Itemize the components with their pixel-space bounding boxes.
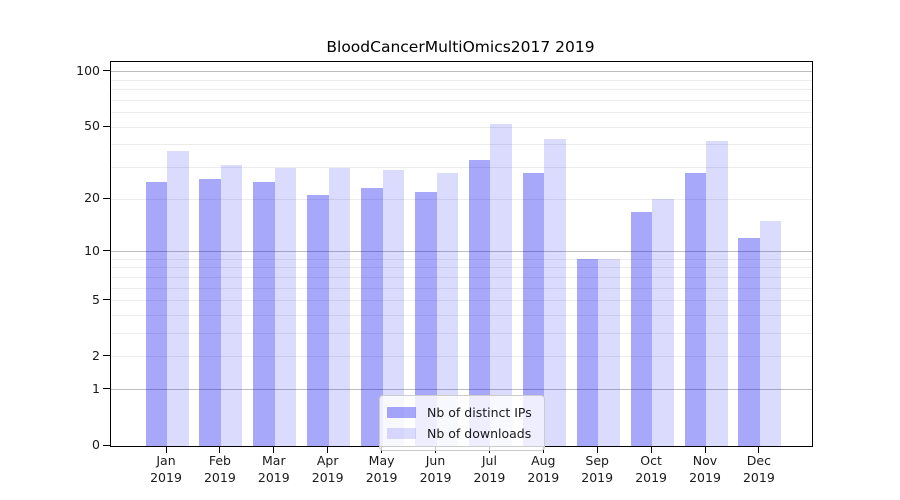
gridline-minor (111, 258, 812, 260)
bar-downloads (490, 124, 512, 446)
y-tick-mark (103, 125, 110, 127)
y-tick-label: 5 (92, 291, 100, 307)
y-tick-mark (103, 355, 110, 357)
x-tick-label: Oct 2019 (635, 453, 667, 485)
x-tick-mark (327, 446, 329, 453)
y-tick-mark (103, 197, 110, 199)
x-tick-mark (758, 446, 760, 453)
x-tick-label: Feb 2019 (203, 453, 236, 485)
bar-downloads (382, 170, 405, 446)
bar-downloads (274, 167, 297, 446)
gridline-minor (111, 112, 812, 114)
gridline-minor (111, 89, 812, 91)
y-tick-label: 10 (84, 242, 100, 258)
plot-area: Nb of distinct IPs Nb of downloads (110, 61, 813, 451)
bar-distinct-ips (361, 188, 383, 446)
gridline-minor (111, 333, 812, 335)
x-tick-label: Jun 2019 (419, 453, 452, 485)
bar-downloads (652, 199, 674, 446)
gridline-minor (111, 287, 812, 289)
y-tick-label: 2 (92, 347, 100, 363)
legend-label-downloads: Nb of downloads (427, 426, 532, 441)
legend-swatch-downloads (387, 428, 416, 439)
y-tick-mark (103, 388, 110, 390)
legend-item-downloads: Nb of downloads (387, 423, 532, 444)
x-tick-mark (596, 446, 598, 453)
bar-downloads (436, 173, 458, 446)
gridline-minor (111, 99, 812, 101)
bar-distinct-ips (307, 195, 329, 446)
x-tick-label: Jan 2019 (150, 453, 182, 485)
bar-downloads (706, 141, 728, 446)
gridline-minor (111, 79, 812, 81)
bar-downloads (544, 139, 566, 446)
y-tick-label: 1 (92, 380, 100, 396)
bar-distinct-ips (684, 173, 706, 446)
gridline-minor (111, 267, 812, 269)
gridline-minor (111, 167, 812, 169)
x-tick-label: May 2019 (365, 453, 398, 485)
gridline-minor (111, 315, 812, 317)
y-tick-label: 50 (84, 118, 100, 134)
bar-distinct-ips (522, 173, 545, 446)
x-tick-label: Nov 2019 (689, 453, 721, 485)
bars-layer (111, 62, 812, 446)
x-tick-label: Aug 2019 (527, 453, 560, 485)
gridline-major (111, 251, 812, 253)
bar-distinct-ips (415, 191, 437, 446)
bar-distinct-ips (576, 259, 599, 446)
x-tick-label: Dec 2019 (742, 453, 775, 485)
y-tick-mark (103, 299, 110, 301)
y-tick-label: 0 (92, 437, 100, 452)
bar-distinct-ips (630, 211, 653, 446)
y-tick-label: 100 (76, 62, 100, 78)
legend-item-distinct-ips: Nb of distinct IPs (387, 402, 532, 423)
bar-distinct-ips (199, 178, 221, 446)
bar-downloads (328, 167, 351, 446)
x-tick-label: Sep 2019 (581, 453, 614, 485)
gridline-minor (111, 276, 812, 278)
x-tick-mark (219, 446, 221, 453)
y-tick-mark (103, 250, 110, 252)
x-tick-mark (650, 446, 652, 453)
bar-distinct-ips (253, 181, 275, 446)
bar-distinct-ips (468, 160, 491, 446)
gridline-minor (111, 126, 812, 128)
y-tick-label: 20 (84, 190, 100, 206)
y-tick-mark (103, 70, 110, 72)
x-tick-label: Apr 2019 (311, 453, 344, 485)
bar-distinct-ips (738, 238, 760, 446)
gridlines-layer (111, 62, 812, 446)
bar-downloads (759, 221, 782, 446)
legend: Nb of distinct IPs Nb of downloads (379, 395, 545, 451)
x-tick-mark (273, 446, 275, 453)
chart-title: BloodCancerMultiOmics2017 2019 (326, 38, 595, 56)
bar-downloads (167, 151, 189, 446)
bar-downloads (220, 165, 243, 446)
legend-label-distinct-ips: Nb of distinct IPs (427, 405, 532, 420)
gridline-major (111, 71, 812, 73)
y-tick-mark (103, 444, 110, 446)
x-tick-mark (165, 446, 167, 453)
gridline-minor (111, 356, 812, 358)
legend-swatch-distinct-ips (387, 407, 416, 418)
x-tick-mark (704, 446, 706, 453)
gridline-major (111, 389, 812, 391)
x-tick-label: Mar 2019 (257, 453, 290, 485)
gridline-minor (111, 144, 812, 146)
bar-downloads (598, 259, 620, 446)
gridline-minor (111, 198, 812, 200)
gridline-minor (111, 300, 812, 302)
bar-distinct-ips (145, 181, 167, 446)
x-tick-label: Jul 2019 (473, 453, 506, 485)
